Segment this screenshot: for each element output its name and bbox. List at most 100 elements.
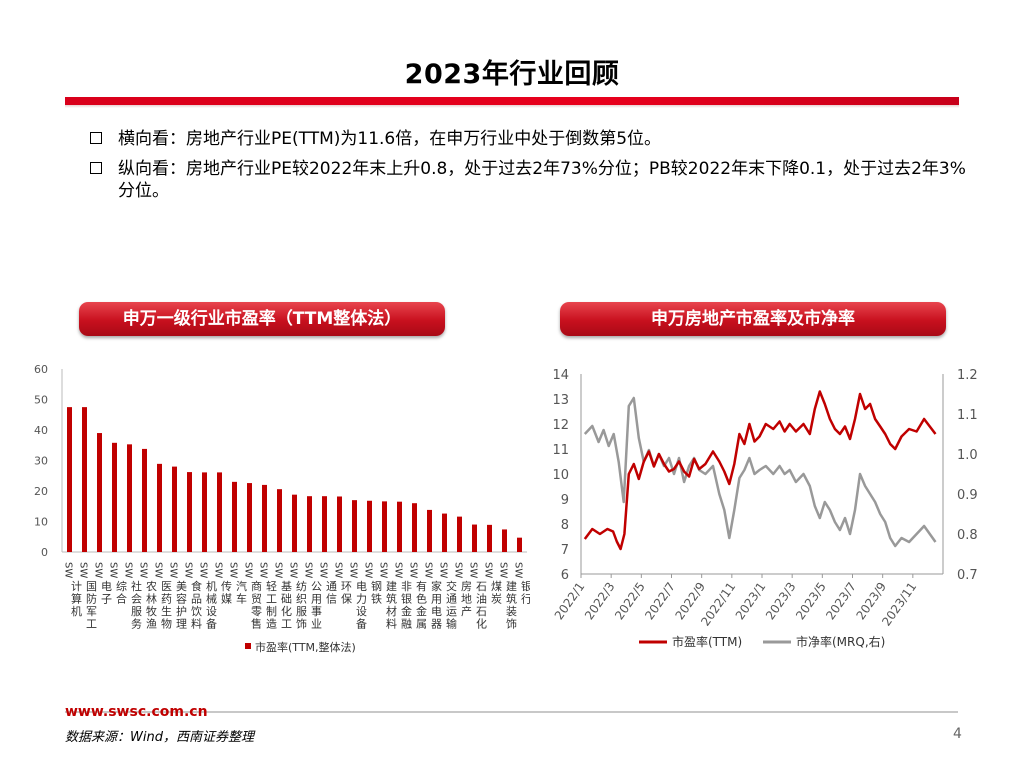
pe-series-line: [583, 390, 937, 551]
bar-chart-title: 申万一级行业市盈率（TTM整体法）: [79, 302, 445, 336]
bar: [307, 496, 312, 552]
x-tick-prefix: SW: [288, 562, 299, 578]
x-tick-label: 计算机: [71, 580, 82, 618]
legend-label-pe: 市盈率(TTM): [672, 634, 742, 649]
x-tick-label: 社会服务: [131, 579, 142, 631]
x-tick-prefix: SW: [318, 562, 329, 578]
bar: [262, 484, 267, 552]
bar: [472, 524, 477, 552]
x-tick-label: 房地产: [461, 580, 472, 618]
y-right-tick-label: 0.8: [957, 528, 978, 543]
bar: [427, 509, 432, 552]
x-tick-label: 电子: [101, 580, 112, 606]
y-tick-label: 40: [34, 424, 48, 437]
bar: [172, 466, 177, 552]
x-tick-prefix: SW: [483, 562, 494, 578]
x-tick-label: 通信: [326, 580, 337, 606]
y-left-tick-label: 8: [561, 518, 569, 533]
x-tick-label: 2022/3: [582, 580, 618, 623]
footer-url[interactable]: www.swsc.com.cn: [65, 704, 208, 720]
bar: [412, 503, 417, 552]
x-tick-label: 机械设备: [206, 579, 217, 631]
x-tick-prefix: SW: [93, 562, 104, 578]
y-left-tick-label: 12: [552, 418, 569, 433]
bullet-text: 横向看：房地产行业PE(TTM)为11.6倍，在申万行业中处于倒数第5位。: [118, 129, 662, 149]
x-tick-prefix: SW: [408, 562, 419, 578]
bullet-item: 横向看：房地产行业PE(TTM)为11.6倍，在申万行业中处于倒数第5位。: [90, 128, 970, 150]
x-tick-prefix: SW: [198, 562, 209, 578]
title-underline-shadow: [65, 105, 959, 108]
x-tick-prefix: SW: [108, 562, 119, 578]
x-tick-prefix: SW: [153, 562, 164, 578]
y-tick-label: 20: [34, 485, 48, 498]
x-tick-label: 环保: [341, 580, 352, 606]
bar: [337, 496, 342, 552]
x-tick-label: 电力设备: [356, 580, 367, 631]
x-tick-label: 2023/7: [823, 580, 859, 623]
x-tick-label: 2022/1: [552, 580, 588, 623]
y-right-tick-label: 0.7: [957, 568, 978, 583]
x-tick-label: 2023/1: [733, 580, 769, 623]
x-tick-label: 2022/5: [612, 580, 648, 623]
x-tick-prefix: SW: [183, 562, 194, 578]
x-tick-label: 农林牧渔: [146, 579, 157, 631]
y-right-tick-label: 1.1: [957, 408, 978, 423]
bullet-item: 纵向看：房地产行业PE较2022年末上升0.8，处于过去2年73%分位；PB较2…: [90, 158, 970, 202]
x-tick-label: 医药生物: [161, 580, 172, 631]
checkbox-bullet-icon: [90, 162, 102, 174]
bar: [502, 529, 507, 552]
x-tick-label: 公用事业: [311, 580, 322, 631]
bar: [232, 481, 237, 552]
x-tick-label: 基础化工: [281, 580, 292, 631]
y-right-tick-label: 1.2: [957, 368, 978, 383]
x-tick-label: 交通运输: [446, 579, 457, 631]
page-number: 4: [953, 726, 962, 742]
title-underline: [65, 97, 959, 105]
bar: [292, 494, 297, 552]
x-tick-prefix: SW: [513, 562, 524, 578]
y-left-tick-label: 14: [552, 368, 569, 383]
page-title: 2023年行业回顾: [404, 59, 620, 90]
x-tick-label: 非银金融: [401, 580, 412, 631]
bar: [142, 448, 147, 552]
bar: [352, 500, 357, 552]
checkbox-bullet-icon: [90, 132, 102, 144]
legend-label-pb: 市净率(MRQ,右): [796, 634, 885, 649]
x-tick-prefix: SW: [258, 562, 269, 578]
bullet-text: 纵向看：房地产行业PE较2022年末上升0.8，处于过去2年73%分位；PB较2…: [118, 159, 966, 201]
x-tick-prefix: SW: [303, 562, 314, 578]
bar: [517, 537, 522, 552]
x-tick-prefix: SW: [438, 562, 449, 578]
x-tick-prefix: SW: [138, 562, 149, 578]
x-tick-label: 美容护理: [176, 580, 187, 631]
y-tick-label: 30: [34, 455, 48, 468]
bar: [82, 407, 87, 552]
bar: [397, 501, 402, 552]
x-tick-prefix: SW: [498, 562, 509, 578]
line-chart: 678910111213140.70.80.91.01.11.22022/120…: [552, 368, 978, 649]
bar: [487, 524, 492, 552]
x-tick-label: 2023/5: [793, 580, 829, 623]
x-tick-prefix: SW: [273, 562, 284, 578]
bar: [367, 500, 372, 552]
bar: [322, 496, 327, 552]
bar: [127, 444, 132, 552]
x-tick-label: 石油石化: [476, 580, 487, 631]
x-tick-prefix: SW: [63, 562, 74, 578]
bar: [217, 472, 222, 552]
bar: [247, 483, 252, 552]
y-tick-label: 0: [41, 546, 48, 559]
x-tick-label: 2023/3: [763, 580, 799, 623]
bar: [157, 463, 162, 552]
bar: [457, 516, 462, 552]
x-tick-label: 建筑材料: [386, 579, 397, 631]
bar: [442, 513, 447, 552]
x-tick-label: 综合: [116, 579, 127, 606]
bar: [202, 472, 207, 552]
y-tick-label: 10: [34, 516, 48, 529]
pb-series-line: [583, 396, 937, 548]
x-tick-prefix: SW: [78, 562, 89, 578]
x-tick-prefix: SW: [123, 562, 134, 578]
y-right-tick-label: 0.9: [957, 488, 978, 503]
x-tick-label: 食品饮料: [191, 579, 202, 631]
